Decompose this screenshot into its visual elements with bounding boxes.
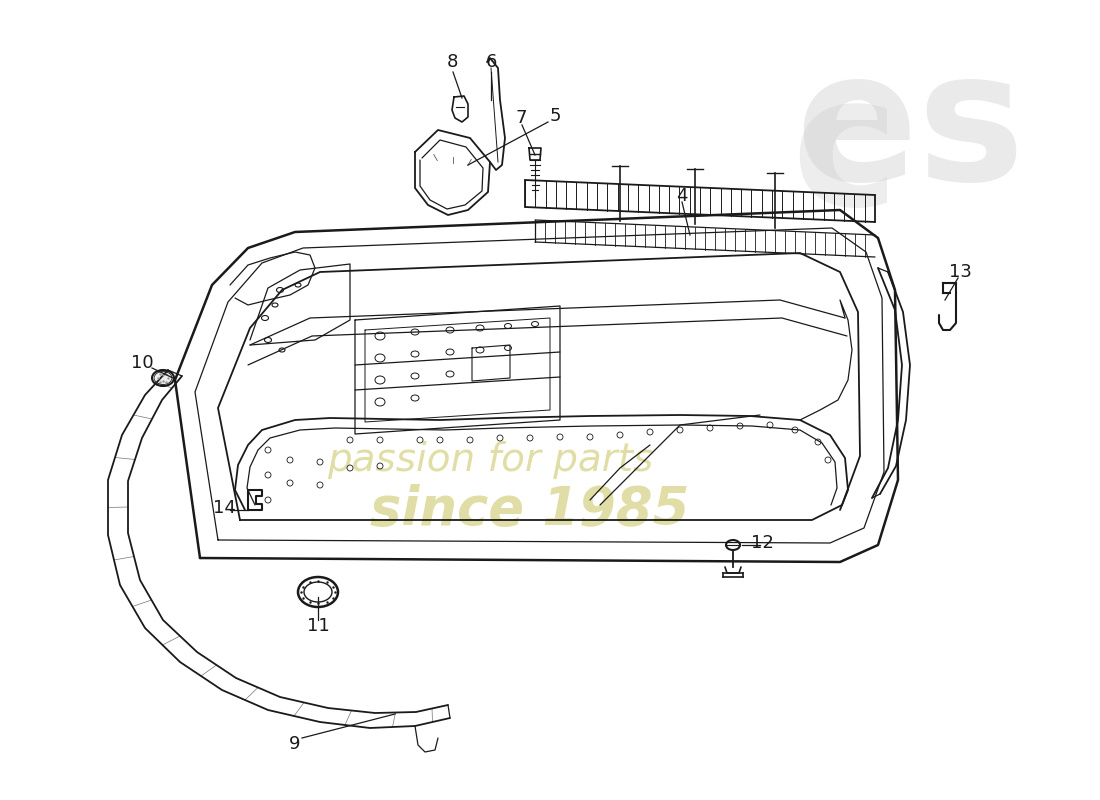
Text: 8: 8: [447, 53, 458, 71]
Text: 7: 7: [515, 109, 527, 127]
Text: 13: 13: [948, 263, 971, 281]
Text: 12: 12: [750, 534, 773, 552]
Text: 11: 11: [307, 617, 329, 635]
Text: 10: 10: [131, 354, 153, 372]
Text: 5: 5: [549, 107, 561, 125]
Text: 9: 9: [289, 735, 300, 753]
Ellipse shape: [154, 371, 172, 385]
Text: c: c: [792, 67, 899, 243]
Text: 6: 6: [485, 53, 497, 71]
Text: 4: 4: [676, 187, 688, 205]
Text: 14: 14: [212, 499, 235, 517]
Text: passion for parts: passion for parts: [327, 441, 653, 479]
Text: es: es: [795, 42, 1025, 218]
Text: since 1985: since 1985: [371, 484, 690, 536]
